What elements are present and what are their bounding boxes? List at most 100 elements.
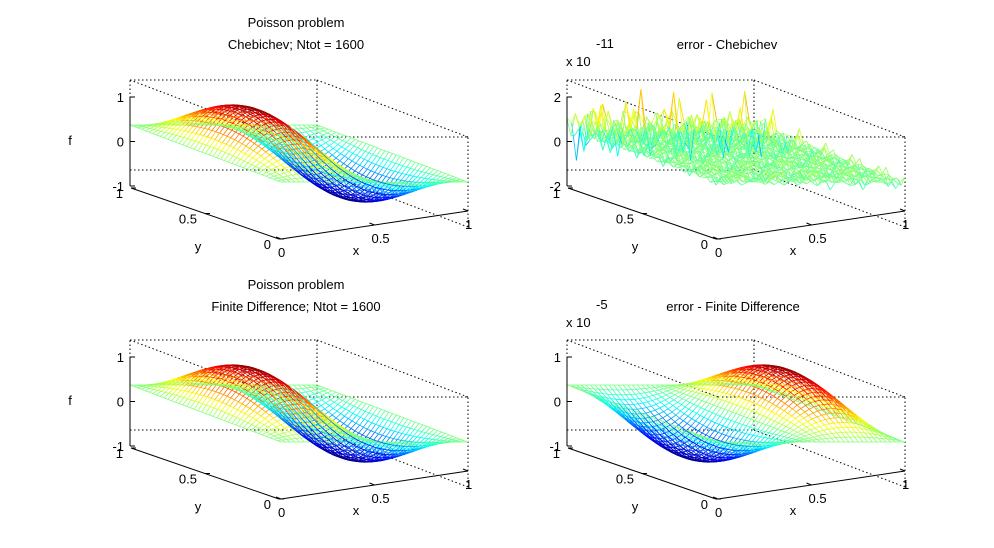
mesh-line-x <box>371 155 377 163</box>
mesh-line-x <box>231 157 237 164</box>
mesh-line-x <box>284 152 290 160</box>
mesh-line-x <box>214 132 220 140</box>
mesh-line-x <box>316 145 322 149</box>
mesh-line-x <box>391 154 397 163</box>
mesh-line-x <box>223 121 229 125</box>
mesh-line-x <box>227 107 233 111</box>
mesh-line-x <box>225 137 232 145</box>
mesh-line-x <box>186 139 192 147</box>
mesh-line-x <box>340 148 346 154</box>
mesh-line-x <box>365 182 371 186</box>
mesh-line-x <box>272 161 278 165</box>
mesh-line-y <box>142 126 147 128</box>
mesh-line-x <box>428 174 434 180</box>
mesh-line-y <box>379 193 384 195</box>
mesh-line-x <box>360 150 366 158</box>
mesh-line-x <box>235 106 240 110</box>
mesh-line-x <box>255 111 260 113</box>
mesh-line-y <box>337 189 342 191</box>
mesh-line-x <box>225 110 231 116</box>
mesh-line-x <box>306 127 312 129</box>
mesh-line-x <box>412 170 419 177</box>
mesh-line-x <box>237 143 243 150</box>
mesh-line-x <box>340 185 346 191</box>
mesh-line-y <box>178 143 183 146</box>
mesh-line-y <box>206 144 211 147</box>
mesh-line-y <box>228 153 233 157</box>
mesh-line-x <box>378 167 384 175</box>
z-tick-label: -1 <box>112 179 124 194</box>
mesh-line-y <box>250 170 255 173</box>
mesh-line-x <box>421 166 427 172</box>
mesh-line-x <box>228 110 234 114</box>
x-tick-label: 0 <box>278 245 285 260</box>
mesh-line-x <box>341 189 347 195</box>
mesh-line-x <box>387 153 393 161</box>
mesh-line-x <box>362 185 368 190</box>
mesh-line-x <box>219 126 225 134</box>
mesh-line-x <box>175 129 182 136</box>
mesh-line-x <box>350 162 357 169</box>
mesh-line-x <box>393 172 399 179</box>
mesh-line-x <box>316 175 322 182</box>
mesh-line-x <box>279 146 286 154</box>
mesh-line-x <box>389 192 394 194</box>
mesh-line-x <box>341 142 347 148</box>
mesh-line-x <box>263 161 269 166</box>
mesh-line-x <box>178 117 184 122</box>
mesh-line-x <box>269 128 275 135</box>
mesh-line-x <box>383 151 390 160</box>
mesh-line-x <box>197 143 203 151</box>
mesh-line-y <box>220 158 225 161</box>
mesh-line-x <box>342 136 348 141</box>
mesh-line-x <box>202 136 208 144</box>
mesh-line-x <box>251 159 257 165</box>
mesh-line-x <box>309 157 316 165</box>
mesh-line-x <box>164 127 170 133</box>
mesh-line-x <box>379 150 386 158</box>
mesh-line-x <box>413 163 420 170</box>
mesh-line-y <box>357 178 362 181</box>
mesh-line-x <box>366 162 373 170</box>
mesh-line-y <box>246 106 251 108</box>
mesh-line-x <box>370 164 376 172</box>
mesh-line-y <box>266 171 271 175</box>
mesh-line-x <box>188 125 194 132</box>
mesh-line-x <box>222 135 228 143</box>
mesh-line-x <box>305 150 311 159</box>
mesh-line-x <box>326 173 333 180</box>
mesh-line-x <box>156 130 162 136</box>
mesh-line-x <box>280 162 286 166</box>
mesh-line-x <box>395 186 401 189</box>
mesh-line-y <box>233 112 238 114</box>
mesh-line-x <box>398 157 405 165</box>
mesh-line-x <box>357 194 363 198</box>
mesh-line-x <box>352 147 358 154</box>
mesh-line-x <box>230 131 236 139</box>
mesh-line-y <box>205 153 210 156</box>
mesh-line-x <box>249 143 255 149</box>
mesh-line-y <box>231 106 236 108</box>
mesh-line-x <box>643 122 649 125</box>
mesh-line-y <box>408 181 413 183</box>
mesh-line-x <box>247 128 254 134</box>
mesh-line-y <box>216 157 221 160</box>
mesh-line-x <box>317 160 323 168</box>
mesh-line-x <box>338 175 344 182</box>
mesh-line-y <box>255 166 260 169</box>
mesh-line-x <box>246 120 252 126</box>
mesh-line-x <box>255 162 261 167</box>
mesh-line-x <box>202 112 208 117</box>
mesh-line-x <box>157 126 163 131</box>
mesh-line-x <box>341 172 347 178</box>
mesh-line-x <box>182 138 188 146</box>
mesh-line-y <box>247 162 252 165</box>
y-axis-label: y <box>195 239 202 254</box>
mesh-line-y <box>144 130 150 133</box>
mesh-line-x <box>264 126 270 130</box>
mesh-line-x <box>310 129 316 132</box>
mesh-line-y <box>241 105 246 107</box>
mesh-line-x <box>293 146 300 154</box>
mesh-line-x <box>402 158 408 167</box>
